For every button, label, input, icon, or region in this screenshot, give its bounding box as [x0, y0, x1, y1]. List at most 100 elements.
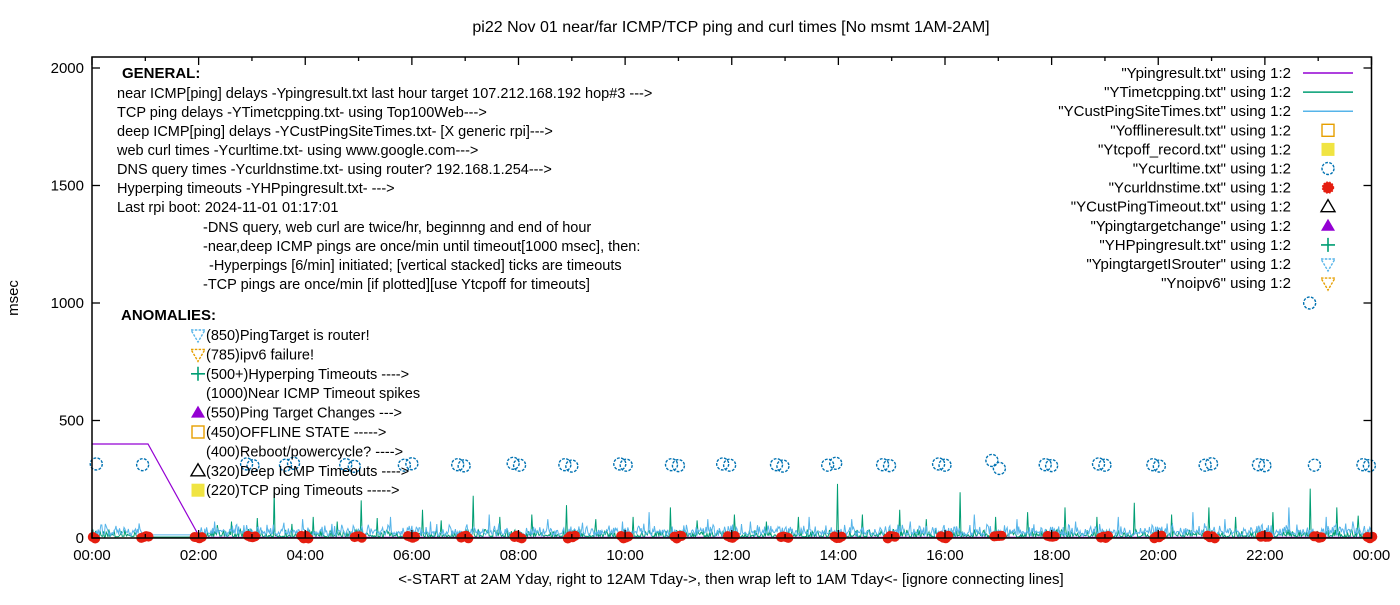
legend-triangle-up-filled-marker-icon	[1321, 218, 1335, 231]
point-Ycurltime.txt-circle-open-marker-icon	[512, 458, 527, 472]
legend-item: "Ycurldnstime.txt" using 1:2	[1109, 180, 1335, 197]
point-Ycurltime.txt-circle-open-marker-icon	[769, 457, 784, 472]
legend: "Ypingresult.txt" using 1:2 "YTimetcpping…	[1058, 65, 1353, 292]
anomaly-item: (550)Ping Target Changes --->	[191, 405, 402, 422]
point-Ycurltime.txt-circle-open-marker-icon	[1362, 458, 1377, 473]
point-Ycurltime.txt-circle-open-marker-icon	[246, 458, 260, 473]
point-Ycurldnstime.txt-circle-filled-marker-icon	[1316, 532, 1327, 543]
general-line: web curl times -Ycurltime.txt- using www…	[116, 143, 478, 159]
point-Ycurltime.txt-circle-open-marker-icon	[776, 459, 790, 473]
point-Ycurltime.txt-circle-open-marker-icon	[1198, 458, 1212, 472]
point-Ycurltime.txt-circle-open-marker-icon	[286, 456, 301, 470]
point-Ycurltime.txt-circle-open-marker-icon	[1091, 457, 1106, 471]
anomaly-triangle-up-open-marker-icon	[189, 462, 207, 477]
anomaly-item: (320)Deep ICMP Timeouts ---->	[189, 462, 409, 480]
x-tick-label: 04:00	[286, 547, 324, 564]
point-Ycurltime.txt-circle-open-marker-icon	[1146, 457, 1160, 472]
series-Ycurltime.txt	[89, 296, 1377, 476]
point-Ycurltime.txt-circle-open-marker-icon	[405, 457, 419, 471]
x-tick-label: 08:00	[500, 547, 538, 564]
legend-item: "Ytcpoff_record.txt" using 1:2	[1098, 141, 1335, 158]
point-Ycurldnstime.txt-circle-filled-marker-icon	[1049, 531, 1060, 542]
y-tick-label: 1000	[51, 295, 84, 312]
legend-item-label: "Ycurldnstime.txt" using 1:2	[1109, 180, 1291, 197]
anomaly-item-label: (450)OFFLINE STATE ----->	[206, 425, 386, 441]
anomaly-item-label: (550)Ping Target Changes --->	[206, 406, 402, 422]
point-Ycurltime.txt-circle-open-marker-icon	[722, 458, 737, 472]
point-Ycurltime.txt-circle-open-marker-icon	[1152, 459, 1167, 473]
general-line: deep ICMP[ping] delays -YCustPingSiteTim…	[117, 124, 553, 140]
legend-circle-open-marker-icon	[1321, 161, 1335, 176]
point-Ycurltime.txt-circle-open-marker-icon	[875, 457, 890, 472]
point-Ycurltime.txt-circle-open-marker-icon	[613, 457, 627, 471]
general-line: Last rpi boot: 2024-11-01 01:17:01	[117, 200, 338, 216]
legend-item-label: "Ypingtargetchange" using 1:2	[1090, 218, 1291, 235]
legend-item: "Ycurltime.txt" using 1:2	[1133, 161, 1335, 178]
y-axis-label: msec	[5, 280, 22, 316]
general-sub-line: -TCP pings are once/min [if plotted][use…	[203, 277, 590, 293]
y-tick-label: 1500	[51, 178, 84, 195]
chart-title: pi22 Nov 01 near/far ICMP/TCP ping and c…	[472, 19, 989, 36]
point-Ycurltime.txt-circle-open-marker-icon	[506, 456, 520, 470]
anomaly-triangle-down-open-marker-icon	[189, 329, 207, 344]
x-tick-label: 00:00	[1353, 547, 1391, 564]
y-tick-label: 500	[59, 413, 84, 430]
legend-item-label: "YTimetcpping.txt" using 1:2	[1104, 84, 1291, 101]
point-Ycurltime.txt-circle-open-marker-icon	[671, 458, 686, 473]
point-Ycurldnstime.txt-circle-filled-marker-icon	[410, 531, 421, 542]
point-Ycurltime.txt-circle-open-marker-icon	[1251, 457, 1266, 472]
general-line: TCP ping delays -YTimetcpping.txt- using…	[117, 105, 487, 121]
point-Ycurltime.txt-circle-open-marker-icon	[1258, 458, 1272, 473]
general-line: DNS query times -Ycurldnstime.txt- using…	[117, 162, 552, 178]
legend-item-label: "Ycurltime.txt" using 1:2	[1133, 161, 1291, 178]
x-tick-label: 18:00	[1033, 547, 1071, 564]
legend-item: "Ynoipv6" using 1:2	[1161, 275, 1337, 292]
point-Ycurltime.txt-circle-open-marker-icon	[339, 457, 353, 472]
general-sub-line: -Hyperpings [6/min] initiated; [vertical…	[209, 258, 622, 274]
anomaly-item: (785)ipv6 failure!	[189, 347, 314, 363]
anomaly-plus-marker-icon	[191, 366, 205, 381]
point-Ycurldnstime.txt-circle-filled-marker-icon	[836, 531, 847, 542]
point-Ycurldnstime.txt-circle-filled-marker-icon	[1263, 531, 1274, 542]
y-tick-label: 0	[76, 530, 84, 547]
point-Ycurltime.txt-circle-open-marker-icon	[1302, 296, 1317, 310]
anomaly-item: (400)Reboot/powercycle? ---->	[206, 444, 403, 460]
anomaly-triangle-down-open-marker-icon	[189, 348, 207, 363]
legend-square-filled-marker-icon	[1321, 142, 1335, 156]
point-Ycurldnstime.txt-circle-filled-marker-icon	[889, 531, 900, 542]
point-Ycurltime.txt-circle-open-marker-icon	[347, 459, 361, 474]
point-Ycurltime.txt-circle-open-marker-icon	[985, 453, 999, 468]
anomaly-item: (850)PingTarget is router!	[189, 328, 370, 344]
annotations-layer: GENERAL: near ICMP[ping] delays -Ypingres…	[116, 65, 652, 499]
point-Ycurltime.txt-circle-open-marker-icon	[278, 458, 293, 472]
point-Ycurltime.txt-circle-open-marker-icon	[1307, 458, 1322, 472]
point-Ycurltime.txt-circle-open-marker-icon	[715, 457, 730, 471]
point-Ycurltime.txt-circle-open-marker-icon	[1204, 457, 1219, 471]
legend-item: "YCustPingSiteTimes.txt" using 1:2	[1058, 103, 1353, 120]
point-Ycurltime.txt-circle-open-marker-icon	[1356, 457, 1370, 472]
point-Ycurltime.txt-circle-open-marker-icon	[821, 458, 835, 472]
anomaly-square-filled-marker-icon	[191, 483, 205, 497]
x-tick-label: 14:00	[820, 547, 858, 564]
point-Ycurltime.txt-circle-open-marker-icon	[829, 456, 843, 470]
legend-item-label: "YHPpingresult.txt" using 1:2	[1099, 237, 1291, 254]
x-axis-label: <-START at 2AM Yday, right to 12AM Tday-…	[398, 571, 1063, 588]
legend-item: "YCustPingTimeout.txt" using 1:2	[1071, 198, 1337, 216]
legend-circle-filled-marker-icon	[1321, 181, 1335, 194]
anomaly-triangle-up-filled-marker-icon	[191, 405, 205, 418]
anomaly-item-label: (785)ipv6 failure!	[206, 347, 314, 363]
point-Ycurltime.txt-circle-open-marker-icon	[89, 457, 103, 471]
anomaly-item: (450)OFFLINE STATE ----->	[191, 425, 386, 441]
general-heading: GENERAL:	[122, 65, 200, 82]
legend-item: "YTimetcpping.txt" using 1:2	[1104, 84, 1353, 101]
x-tick-label: 10:00	[606, 547, 644, 564]
general-sub-line: -near,deep ICMP pings are once/min until…	[203, 239, 640, 255]
x-tick-label: 12:00	[713, 547, 751, 564]
legend-item: "Yofflineresult.txt" using 1:2	[1110, 122, 1335, 139]
point-Ycurldnstime.txt-circle-filled-marker-icon	[143, 531, 154, 542]
axis-ticks-layer: 00:00 02:00 04:00 06:00 08:00 10:00 12:00 14:00…	[51, 57, 1391, 564]
point-Ycurltime.txt-circle-open-marker-icon	[664, 457, 679, 472]
legend-item-label: "YCustPingTimeout.txt" using 1:2	[1071, 199, 1291, 216]
